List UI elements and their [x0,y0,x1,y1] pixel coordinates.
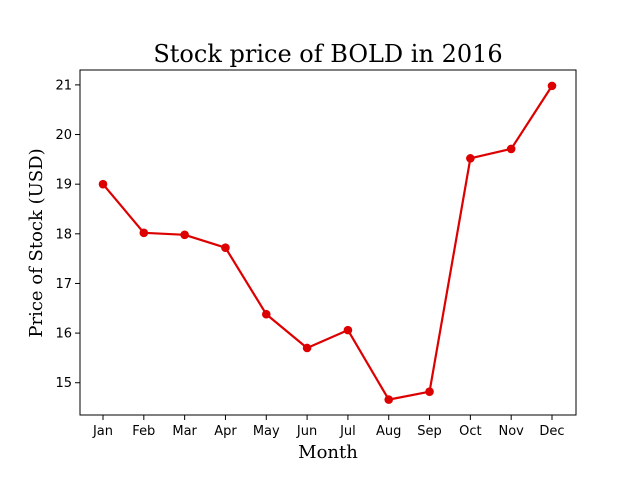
x-tick-label-feb: Feb [132,424,155,439]
x-axis: Jan Feb Mar Apr May Jun Jul Aug Sep Oct Nov Dec [92,415,565,439]
x-axis-label: Month [298,442,358,463]
y-tick-label-20: 20 [55,128,72,143]
y-tick-label-16: 16 [55,327,72,342]
data-point-jun [302,343,312,353]
x-tick-label-mar: Mar [172,424,197,439]
y-tick-label-19: 19 [55,178,72,193]
data-point-feb [139,228,149,238]
x-tick-label-jun: Jun [296,424,317,439]
x-tick-label-nov: Nov [498,424,524,439]
data-point-aug [384,395,394,404]
y-tick-label-18: 18 [55,227,72,242]
x-tick-label-apr: Apr [214,424,237,439]
x-tick-label-oct: Oct [459,424,481,439]
data-point-dec [547,81,557,91]
y-tick-label-21: 21 [55,78,72,93]
plot-area [98,81,557,404]
y-axis-label: Price of Stock (USD) [26,148,47,337]
x-tick-label-may: May [253,424,280,439]
data-point-nov [506,144,516,154]
y-tick-label-15: 15 [55,376,72,391]
chart-title: Stock price of BOLD in 2016 [153,40,502,68]
data-point-jul [343,325,353,335]
data-point-mar [180,230,189,240]
data-point-oct [466,154,475,163]
data-point-may [261,309,271,319]
data-point-jan [98,179,108,189]
y-tick-label-17: 17 [55,277,72,292]
x-tick-label-aug: Aug [376,424,401,439]
x-tick-label-jul: Jul [339,424,356,439]
data-point-sep [425,387,434,396]
x-tick-label-dec: Dec [539,424,564,439]
data-point-apr [221,243,230,253]
x-tick-label-sep: Sep [417,424,442,439]
x-tick-label-jan: Jan [92,424,113,439]
y-axis: 15 16 17 18 19 20 21 [55,78,80,391]
plot-frame [79,69,577,416]
series-line [102,85,553,401]
